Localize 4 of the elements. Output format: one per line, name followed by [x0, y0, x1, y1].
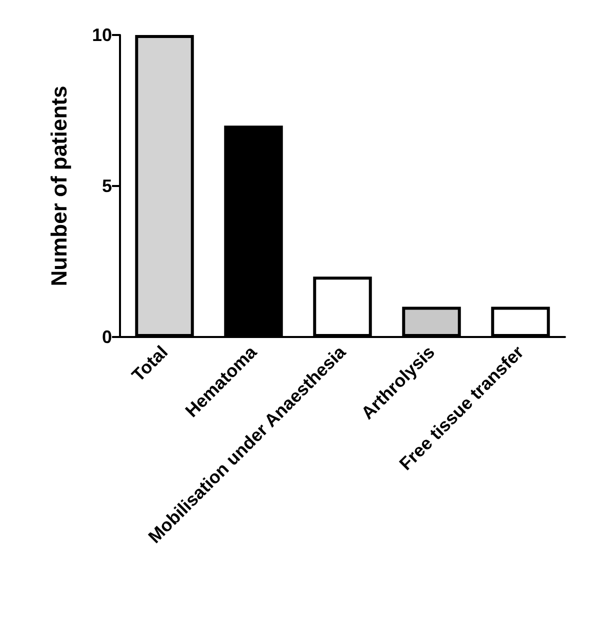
- y-tick-label: 5: [102, 176, 112, 196]
- y-tick-label: 0: [102, 327, 112, 347]
- y-tick-label: 10: [92, 25, 112, 45]
- y-axis-title: Number of patients: [46, 86, 72, 286]
